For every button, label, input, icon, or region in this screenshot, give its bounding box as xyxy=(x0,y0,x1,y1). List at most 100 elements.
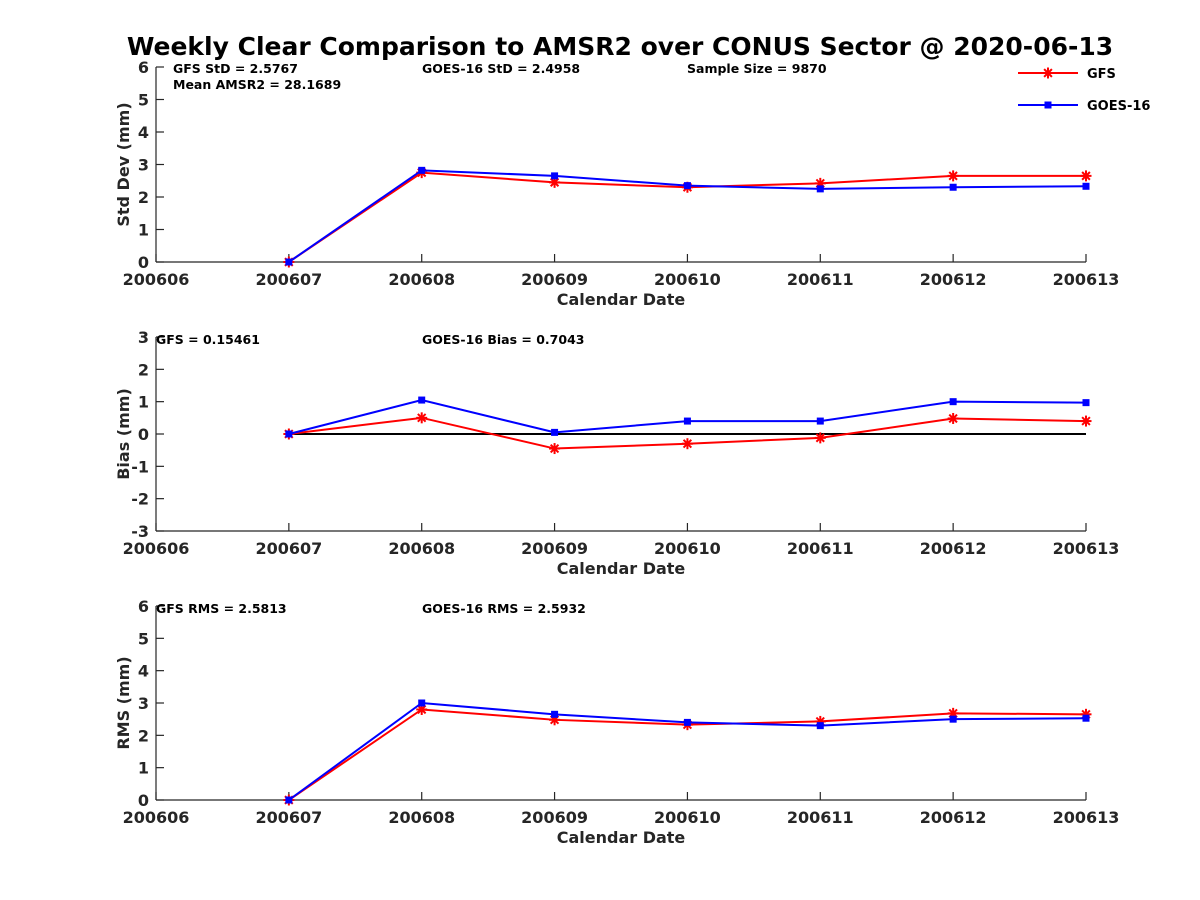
data-point-goes-16 xyxy=(683,718,691,726)
data-point-gfs xyxy=(416,703,428,715)
legend-marker xyxy=(1044,101,1052,109)
asterisk-stroke xyxy=(549,177,560,187)
y-axis-label: Bias (mm) xyxy=(114,388,133,480)
x-tick-label: 200606 xyxy=(123,539,190,558)
data-point-goes-16 xyxy=(285,796,293,804)
x-tick-label: 200611 xyxy=(787,270,854,289)
data-point-goes-16 xyxy=(418,166,426,174)
x-tick-label: 200606 xyxy=(123,808,190,827)
stat-annotation: GOES-16 StD = 2.4958 xyxy=(422,61,580,76)
y-tick-label: 0 xyxy=(138,425,149,444)
y-tick-label: -1 xyxy=(131,457,149,476)
x-axis-label: Calendar Date xyxy=(557,290,686,309)
data-point-gfs xyxy=(947,170,959,182)
y-tick-label: 6 xyxy=(138,58,149,77)
data-point-goes-16 xyxy=(816,185,824,193)
x-tick-label: 200608 xyxy=(388,539,455,558)
x-tick-label: 200610 xyxy=(654,270,721,289)
y-tick-label: 6 xyxy=(138,597,149,616)
asterisk-stroke xyxy=(815,433,825,443)
x-tick-label: 200607 xyxy=(255,808,322,827)
data-point-goes-16 xyxy=(1082,399,1090,407)
data-point-goes-16 xyxy=(683,417,691,425)
x-tick-label: 200607 xyxy=(255,270,322,289)
asterisk-stroke xyxy=(1043,68,1053,78)
x-tick-label: 200606 xyxy=(123,270,190,289)
data-point-goes-16 xyxy=(949,715,957,723)
x-tick-label: 200612 xyxy=(920,270,987,289)
y-tick-label: -2 xyxy=(131,490,149,509)
data-point-gfs xyxy=(681,438,693,450)
data-point-gfs xyxy=(549,443,561,455)
y-tick-label: 5 xyxy=(138,629,149,648)
stat-annotation: GFS RMS = 2.5813 xyxy=(156,601,287,616)
data-point-gfs xyxy=(814,432,826,444)
legend: GFS GOES-16 xyxy=(1018,67,1150,114)
asterisk-stroke xyxy=(417,413,427,423)
x-tick-label: 200610 xyxy=(654,808,721,827)
data-point-gfs xyxy=(1080,415,1092,427)
data-point-goes-16 xyxy=(1082,182,1090,190)
y-tick-label: -3 xyxy=(131,522,149,541)
x-tick-label: 200609 xyxy=(521,539,588,558)
data-point-gfs xyxy=(947,412,959,424)
y-tick-label: 3 xyxy=(138,328,149,347)
asterisk-stroke xyxy=(417,704,427,715)
legend-item-goes-16: GOES-16 xyxy=(1018,99,1150,114)
x-axis-label: Calendar Date xyxy=(557,559,686,578)
data-point-goes-16 xyxy=(816,722,824,730)
data-point-goes-16 xyxy=(816,417,824,425)
legend-marker xyxy=(1042,67,1054,79)
asterisk-stroke xyxy=(682,439,693,449)
data-point-gfs xyxy=(1080,170,1092,182)
x-tick-label: 200609 xyxy=(521,270,588,289)
x-tick-label: 200610 xyxy=(654,539,721,558)
y-tick-label: 0 xyxy=(138,791,149,810)
y-tick-label: 4 xyxy=(138,662,149,681)
x-tick-label: 200613 xyxy=(1053,808,1120,827)
y-axis-label: RMS (mm) xyxy=(114,656,133,749)
figure-title: Weekly Clear Comparison to AMSR2 over CO… xyxy=(127,32,1113,61)
x-tick-label: 200611 xyxy=(787,539,854,558)
x-tick-label: 200611 xyxy=(787,808,854,827)
data-point-goes-16 xyxy=(285,430,293,438)
x-tick-label: 200607 xyxy=(255,539,322,558)
legend-label: GFS xyxy=(1087,67,1116,82)
x-tick-label: 200612 xyxy=(920,808,987,827)
x-tick-label: 200608 xyxy=(388,270,455,289)
y-axis-label: Std Dev (mm) xyxy=(114,102,133,226)
stat-annotation: Sample Size = 9870 xyxy=(687,61,827,76)
data-point-goes-16 xyxy=(949,183,957,191)
data-point-goes-16 xyxy=(949,398,957,406)
asterisk-stroke xyxy=(549,443,560,454)
y-tick-label: 2 xyxy=(138,726,149,745)
x-tick-label: 200613 xyxy=(1053,539,1120,558)
panel-2: -3 -2 -1 0 1 2 3 200606 200607 200608 200609 200610… xyxy=(114,328,1119,578)
x-tick-label: 200609 xyxy=(521,808,588,827)
y-tick-label: 0 xyxy=(138,253,149,272)
stat-annotation: GOES-16 Bias = 0.7043 xyxy=(422,332,584,347)
y-tick-label: 5 xyxy=(138,91,149,110)
data-point-goes-16 xyxy=(1082,714,1090,722)
data-point-goes-16 xyxy=(551,172,559,180)
y-tick-label: 2 xyxy=(138,360,149,379)
legend-label: GOES-16 xyxy=(1087,99,1150,114)
data-point-goes-16 xyxy=(418,699,426,707)
stat-annotation: Mean AMSR2 = 28.1689 xyxy=(173,77,341,92)
asterisk-stroke xyxy=(948,413,958,424)
asterisk-stroke xyxy=(948,171,958,181)
stat-annotation: GFS = 0.15461 xyxy=(156,332,260,347)
data-point-goes-16 xyxy=(285,258,293,266)
asterisk-stroke xyxy=(1081,416,1091,426)
data-point-goes-16 xyxy=(551,428,559,436)
panel-1: 0 1 2 3 4 5 6 200606 200607 200608 200609 200610 200… xyxy=(114,58,1119,309)
asterisk-stroke xyxy=(1081,171,1091,181)
stat-annotation: GFS StD = 2.5767 xyxy=(173,61,298,76)
panel-3: 0 1 2 3 4 5 6 200606 200607 200608 200609 200610 200… xyxy=(114,597,1119,847)
data-point-goes-16 xyxy=(551,710,559,718)
legend-item-gfs: GFS xyxy=(1018,67,1116,82)
y-tick-label: 1 xyxy=(138,393,149,412)
y-tick-label: 3 xyxy=(138,156,149,175)
y-tick-label: 1 xyxy=(138,759,149,778)
